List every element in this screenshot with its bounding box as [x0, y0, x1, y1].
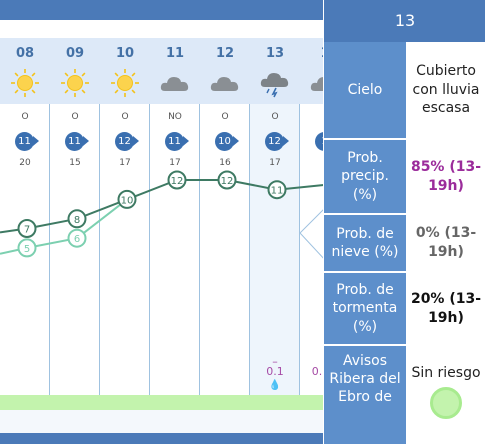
- popup-value-warnings: Sin riesgo: [411, 365, 481, 381]
- temp-label: 11: [271, 186, 284, 197]
- precip-amount: 0.: [311, 365, 323, 378]
- popup-row-snow: Prob. de nieve (%) 0% (13-19h): [324, 215, 485, 273]
- day-label: 11: [165, 46, 185, 61]
- temp-max-point: 7: [17, 219, 37, 238]
- temp-label: 10: [121, 195, 134, 206]
- popup-label-sky: Cielo: [324, 42, 406, 138]
- rain-drops-icon: 💧: [268, 380, 282, 391]
- day-column-header: [150, 38, 200, 104]
- day-column[interactable]: [200, 38, 250, 410]
- wind-direction: O: [271, 112, 279, 122]
- cloud-rain-storm-icon: [258, 68, 292, 98]
- temp-label: 7: [24, 225, 30, 236]
- cloud-icon: [208, 68, 242, 98]
- temp-max-point: 10: [117, 189, 137, 209]
- popup-row-precip: Prob. precip. (%) 85% (13-19h): [324, 140, 485, 215]
- wind-arrow-icon: [133, 136, 139, 146]
- wind-speed: 12: [265, 132, 284, 151]
- temp-min-line: [0, 198, 128, 255]
- wind-speed: 11: [65, 132, 84, 151]
- wind-gust: 16: [219, 158, 231, 168]
- wind-direction: O: [71, 112, 79, 122]
- temperature-chart: 7 8 10 12 12 11 5 6: [0, 170, 326, 258]
- wind-direction: NO: [168, 112, 182, 122]
- wind-gust: 17: [169, 158, 181, 168]
- wind-gust: 17: [119, 158, 131, 168]
- temp-max-point: 12: [167, 170, 187, 190]
- wind-gust: 15: [69, 158, 81, 168]
- wind-speed-badge: 11: [165, 131, 191, 151]
- precip-dash: –: [272, 355, 278, 368]
- wind-speed: 12: [115, 132, 134, 151]
- temp-max-point: 12: [217, 170, 237, 190]
- popup-label-snow: Prob. de nieve (%): [324, 215, 406, 271]
- wind-speed: 10: [215, 132, 234, 151]
- wind-arrow-icon: [283, 136, 289, 146]
- day-label: 12: [215, 46, 235, 61]
- bottom-bar: [0, 433, 485, 444]
- wind-arrow-icon: [83, 136, 89, 146]
- popup-label-warnings: Avisos Ribera del Ebro de: [324, 346, 406, 444]
- wind-speed-badge: 10: [215, 131, 241, 151]
- temp-label: 12: [171, 176, 184, 187]
- day-column[interactable]: [100, 38, 150, 410]
- wind-speed-badge: 12: [115, 131, 141, 151]
- popup-pointer: [299, 206, 327, 262]
- temp-max-point: 11: [267, 180, 287, 200]
- temp-label: 8: [74, 215, 80, 226]
- popup-value-warnings-cell: Sin riesgo: [406, 346, 485, 444]
- popup-value-snow: 0% (13-19h): [406, 215, 485, 271]
- wind-speed: 11: [15, 132, 34, 151]
- wind-arrow-icon: [33, 136, 39, 146]
- wind-speed: 11: [165, 132, 184, 151]
- day-column[interactable]: [150, 38, 200, 410]
- popup-title: 13: [324, 0, 485, 42]
- wind-arrow-icon: [183, 136, 189, 146]
- day-label: 09: [65, 46, 85, 61]
- cloud-icon: [158, 68, 192, 98]
- day-column-header: [200, 38, 250, 104]
- popup-value-storm: 20% (13-19h): [406, 273, 485, 344]
- popup-row-storm: Prob. de tormenta (%) 20% (13-19h): [324, 273, 485, 346]
- wind-speed-badge: 12: [265, 131, 291, 151]
- popup-label-precip: Prob. precip. (%): [324, 140, 406, 213]
- temp-label: 12: [221, 176, 234, 187]
- temp-min-point: 6: [67, 228, 87, 248]
- popup-row-warnings: Avisos Ribera del Ebro de Sin riesgo: [324, 346, 485, 444]
- sun-icon: [108, 68, 142, 98]
- popup-row-sky: Cielo Cubierto con lluvia escasa: [324, 42, 485, 140]
- day-label: 08: [15, 46, 35, 61]
- day-column[interactable]: [50, 38, 100, 410]
- bottom-strip: [0, 410, 325, 433]
- popup-value-precip: 85% (13-19h): [406, 140, 485, 213]
- wind-direction: O: [121, 112, 129, 122]
- risk-band: [0, 395, 325, 410]
- temp-label: 6: [74, 234, 80, 245]
- temp-label: 5: [24, 244, 30, 255]
- popup-value-sky: Cubierto con lluvia escasa: [406, 42, 485, 138]
- sun-icon: [8, 68, 42, 98]
- temp-min-point: 5: [17, 238, 37, 258]
- wind-speed-badge: 11: [65, 131, 91, 151]
- wind-gust: 20: [19, 158, 31, 168]
- temp-max-point: 8: [67, 209, 87, 229]
- wind-direction: O: [21, 112, 29, 122]
- wind-direction: O: [221, 112, 229, 122]
- wind-gust: 17: [269, 158, 281, 168]
- wind-speed-badge: 11: [15, 131, 41, 151]
- risk-level-icon: [429, 386, 462, 419]
- day-label: 13: [265, 46, 285, 61]
- popup-label-storm: Prob. de tormenta (%): [324, 273, 406, 344]
- precip-amount: 0.1: [266, 365, 284, 378]
- day-label: 10: [115, 46, 135, 61]
- wind-arrow-icon: [233, 136, 239, 146]
- sun-icon: [58, 68, 92, 98]
- day-detail-popup: 13 Cielo Cubierto con lluvia escasa Prob…: [323, 0, 485, 444]
